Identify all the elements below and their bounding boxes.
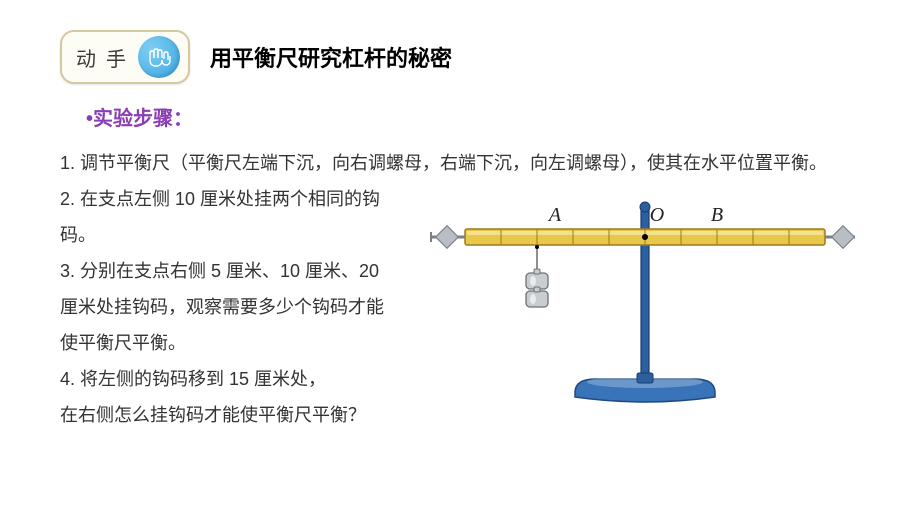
svg-text:B: B — [711, 204, 723, 226]
step-1: 1. 调节平衡尺（平衡尺左端下沉，向右调螺母，右端下沉，向左调螺母），使其在水平… — [60, 145, 860, 181]
balance-diagram: AOB — [420, 181, 860, 433]
activity-badge: 动手 — [60, 30, 190, 84]
step-3: 3. 分别在支点右侧 5 厘米、10 厘米、20 厘米处挂钩码，观察需要多少个钩… — [60, 253, 400, 361]
hands-icon — [138, 36, 180, 78]
step-2: 2. 在支点左侧 10 厘米处挂两个相同的钩码。 — [60, 181, 400, 253]
step-4a: 4. 将左侧的钩码移到 15 厘米处， — [60, 361, 400, 397]
badge-label: 动手 — [76, 43, 136, 72]
svg-text:O: O — [650, 204, 664, 226]
section-label: •实验步骤： — [86, 102, 860, 131]
step-4b: 在右侧怎么挂钩码才能使平衡尺平衡？ — [60, 397, 400, 433]
page-title: 用平衡尺研究杠杆的秘密 — [210, 41, 452, 73]
header-row: 动手 用平衡尺研究杠杆的秘密 — [60, 30, 860, 84]
svg-text:A: A — [547, 204, 562, 226]
steps-column: 2. 在支点左侧 10 厘米处挂两个相同的钩码。 3. 分别在支点右侧 5 厘米… — [60, 181, 400, 433]
content: 1. 调节平衡尺（平衡尺左端下沉，向右调螺母，右端下沉，向左调螺母），使其在水平… — [60, 145, 860, 433]
